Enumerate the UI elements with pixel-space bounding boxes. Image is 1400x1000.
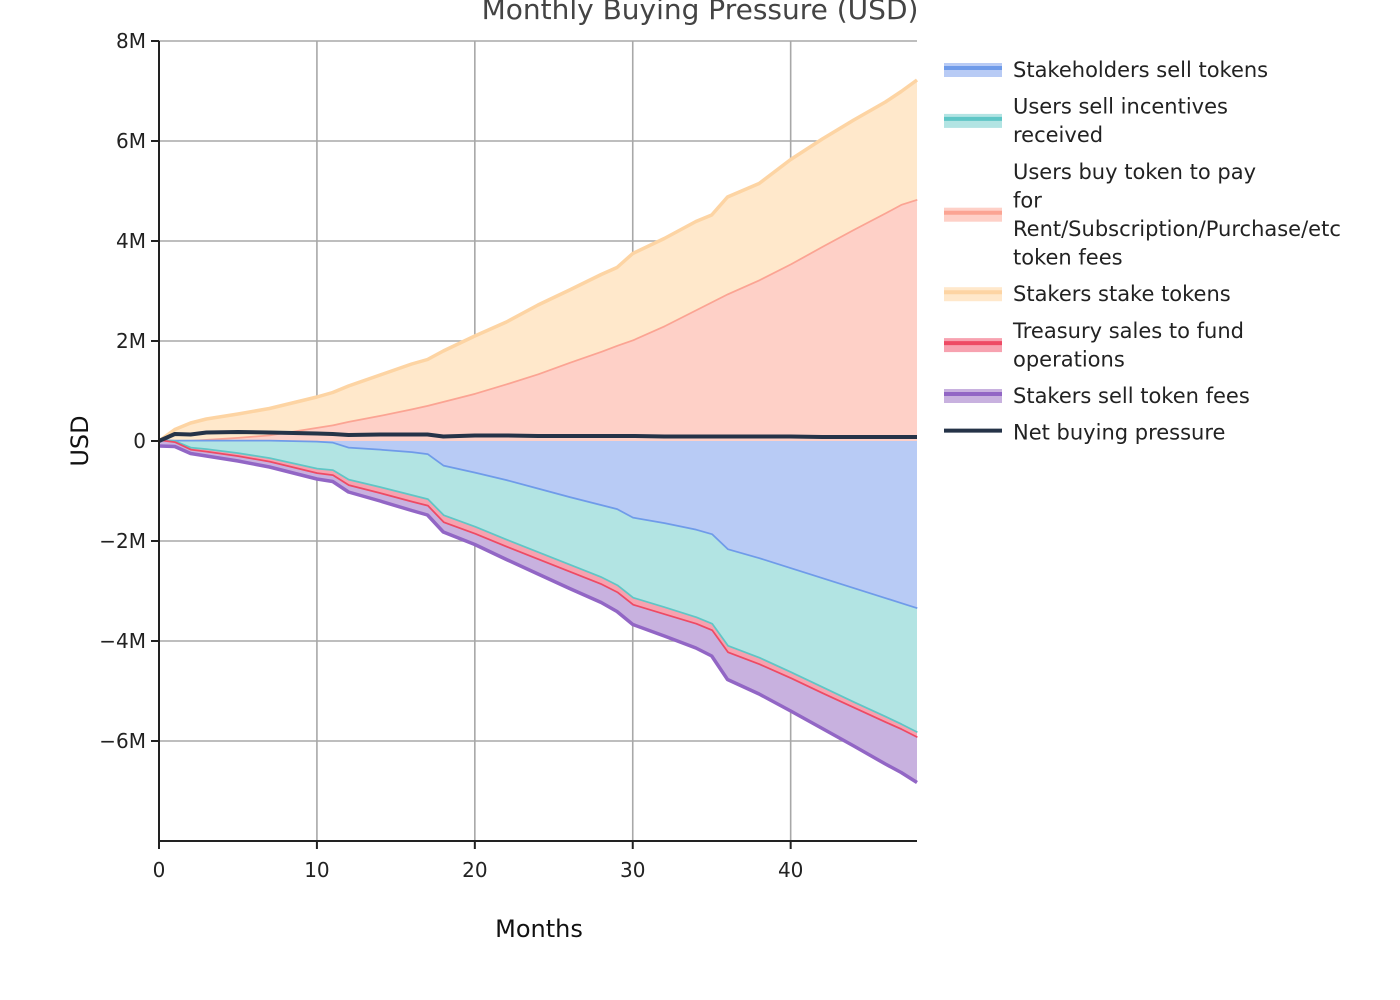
y-tick-label: 2M	[116, 329, 146, 353]
chart-title: Monthly Buying Pressure (USD)	[482, 0, 919, 26]
legend-label: operations	[1013, 347, 1125, 371]
x-tick-label: 10	[304, 858, 329, 882]
legend-label: token fees	[1013, 246, 1123, 270]
y-tick-label: −6M	[99, 729, 146, 753]
y-tick-label: −2M	[99, 529, 146, 553]
y-tick-label: 4M	[116, 229, 146, 253]
legend-item-stakeholders-sell-tokens: Stakeholders sell tokens	[944, 58, 1268, 82]
x-tick-label: 40	[778, 858, 803, 882]
line-net-buying-pressure	[158, 430, 917, 443]
y-tick-label: −4M	[99, 629, 146, 653]
axes: 8M 6M 4M 2M 0 −2M −4M −6M 0 10 20 30 40	[99, 29, 917, 882]
area-stakeholders-sell-tokens	[159, 441, 917, 609]
y-tick-label: 8M	[116, 29, 146, 53]
net-line	[158, 430, 917, 443]
legend: Stakeholders sell tokens Users sell incen…	[944, 58, 1341, 445]
y-axis-title: USD	[66, 415, 94, 466]
legend-label: Users buy token to pay	[1013, 160, 1256, 184]
legend-label: Stakers sell token fees	[1013, 384, 1250, 408]
legend-item-users-sell-incentives-received: Users sell incentives received	[944, 95, 1228, 147]
x-tick-label: 20	[462, 858, 487, 882]
legend-label: Rent/Subscription/Purchase/etc	[1013, 217, 1341, 241]
x-tick-label: 0	[153, 858, 166, 882]
area-stakers-stake-tokens-edge	[157, 78, 919, 443]
legend-label: received	[1013, 123, 1103, 147]
legend-label: for	[1013, 188, 1042, 212]
y-tick-label: 0	[133, 429, 146, 453]
legend-label: Users sell incentives	[1013, 95, 1228, 119]
legend-label: Stakers stake tokens	[1013, 282, 1231, 306]
legend-item-treasury-sales-to-fund-operations: Treasury sales to fund operations	[944, 319, 1244, 371]
legend-item-users-buy-token-to-pay-for-rent-subscrip: Users buy token to pay for Rent/Subscripti…	[944, 160, 1341, 270]
x-axis-title: Months	[495, 915, 583, 943]
legend-item-net-buying-pressure: Net buying pressure	[944, 421, 1225, 445]
x-tick-label: 30	[620, 858, 645, 882]
legend-label: Net buying pressure	[1013, 421, 1225, 445]
area-stakers-stake-tokens	[159, 80, 917, 441]
legend-item-stakers-sell-token-fees: Stakers sell token fees	[944, 384, 1250, 408]
area-users-buy-token-to-pay-for-rent-subscrip	[159, 199, 917, 441]
area-stakers-sell-token-fees-edge	[158, 444, 918, 784]
legend-item-stakers-stake-tokens: Stakers stake tokens	[944, 282, 1231, 306]
legend-label: Stakeholders sell tokens	[1013, 58, 1268, 82]
legend-label: Treasury sales to fund	[1012, 319, 1244, 343]
y-tick-label: 6M	[116, 129, 146, 153]
area-users-sell-incentives-received	[159, 441, 917, 733]
